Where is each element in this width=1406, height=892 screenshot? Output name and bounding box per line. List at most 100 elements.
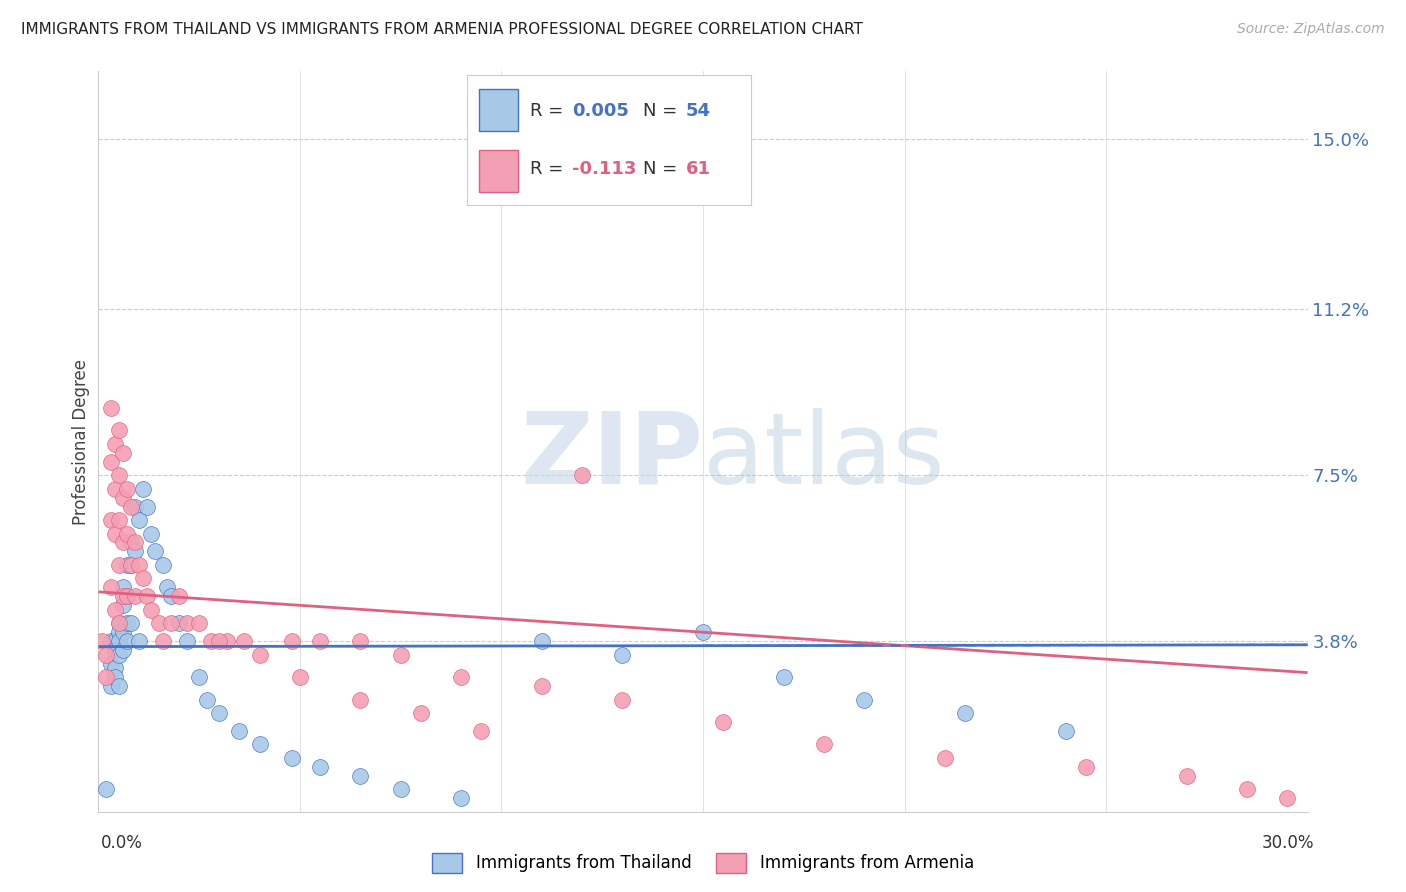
Point	[281, 751, 304, 765]
Point	[100, 657, 122, 671]
Point	[100, 679, 122, 693]
Point	[530, 679, 553, 693]
Point	[160, 590, 183, 604]
Point	[176, 616, 198, 631]
Point	[103, 634, 125, 648]
Point	[111, 590, 134, 604]
Point	[470, 723, 492, 738]
Point	[120, 558, 142, 572]
Point	[120, 616, 142, 631]
Point	[281, 634, 304, 648]
Point	[100, 580, 122, 594]
Point	[115, 526, 138, 541]
Point	[349, 692, 371, 706]
Point	[813, 738, 835, 752]
Point	[135, 590, 157, 604]
Point	[120, 558, 142, 572]
Point	[111, 580, 134, 594]
Point	[128, 558, 150, 572]
Point	[115, 634, 138, 648]
Point	[100, 455, 122, 469]
Point	[111, 643, 134, 657]
Point	[132, 482, 155, 496]
Point	[124, 590, 146, 604]
Point	[217, 634, 239, 648]
Point	[389, 648, 412, 662]
Point	[139, 603, 162, 617]
Point	[107, 468, 129, 483]
Point	[309, 760, 332, 774]
Point	[200, 634, 222, 648]
Point	[450, 670, 472, 684]
Text: 0.0%: 0.0%	[101, 834, 143, 852]
Point	[96, 782, 118, 797]
Point	[167, 616, 190, 631]
Point	[139, 526, 162, 541]
Point	[772, 670, 794, 684]
Point	[1054, 723, 1077, 738]
Point	[107, 423, 129, 437]
Point	[152, 558, 174, 572]
Point	[249, 648, 271, 662]
Point	[96, 670, 118, 684]
Point	[1175, 769, 1198, 783]
Point	[853, 692, 876, 706]
Point	[107, 648, 129, 662]
Point	[309, 634, 332, 648]
Point	[111, 446, 134, 460]
Point	[1236, 782, 1258, 797]
Point	[156, 580, 179, 594]
Point	[232, 634, 254, 648]
Point	[409, 706, 432, 720]
Text: Source: ZipAtlas.com: Source: ZipAtlas.com	[1237, 22, 1385, 37]
Point	[208, 706, 231, 720]
Point	[103, 670, 125, 684]
Point	[107, 679, 129, 693]
Point	[120, 500, 142, 514]
Point	[349, 634, 371, 648]
Point	[228, 723, 250, 738]
Point	[148, 616, 170, 631]
Point	[389, 782, 412, 797]
Point	[1074, 760, 1097, 774]
Text: IMMIGRANTS FROM THAILAND VS IMMIGRANTS FROM ARMENIA PROFESSIONAL DEGREE CORRELAT: IMMIGRANTS FROM THAILAND VS IMMIGRANTS F…	[21, 22, 863, 37]
Point	[103, 603, 125, 617]
Point	[103, 482, 125, 496]
Point	[96, 648, 118, 662]
Point	[100, 401, 122, 415]
Point	[132, 571, 155, 585]
Point	[91, 634, 114, 648]
Point	[135, 500, 157, 514]
Point	[612, 648, 634, 662]
Point	[103, 643, 125, 657]
Text: ZIP: ZIP	[520, 408, 703, 505]
Point	[115, 590, 138, 604]
Point	[107, 513, 129, 527]
Legend: Immigrants from Thailand, Immigrants from Armenia: Immigrants from Thailand, Immigrants fro…	[426, 847, 980, 880]
Point	[128, 513, 150, 527]
Point	[571, 468, 593, 483]
Point	[100, 513, 122, 527]
Point	[176, 634, 198, 648]
Point	[115, 482, 138, 496]
Point	[711, 714, 734, 729]
Point	[530, 634, 553, 648]
Point	[107, 634, 129, 648]
Point	[188, 670, 211, 684]
Point	[103, 526, 125, 541]
Point	[188, 616, 211, 631]
Point	[115, 558, 138, 572]
Point	[107, 625, 129, 640]
Point	[934, 751, 956, 765]
Point	[107, 616, 129, 631]
Point	[195, 692, 218, 706]
Point	[612, 692, 634, 706]
Point	[953, 706, 976, 720]
Point	[115, 616, 138, 631]
Point	[143, 544, 166, 558]
Point	[450, 791, 472, 805]
Point	[107, 616, 129, 631]
Point	[692, 625, 714, 640]
Point	[349, 769, 371, 783]
Point	[249, 738, 271, 752]
